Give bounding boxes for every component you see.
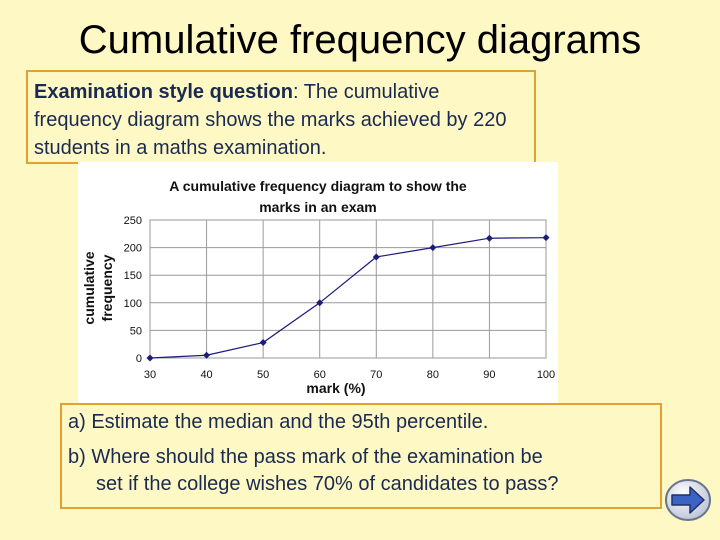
data-point [316,299,324,307]
y-axis-label-line1: cumulative [81,251,97,324]
chart-title-line2: marks in an exam [259,199,377,215]
data-point [542,234,550,242]
chart-panel: 0 50 100 150 200 250 30 40 50 60 70 80 90 100 A cumul… [78,162,558,410]
x-tick-label: 80 [427,369,439,381]
x-tick-label: 40 [200,369,212,381]
right-arrow-icon [665,479,711,521]
x-tick-label: 70 [370,369,382,381]
chart-title-line1: A cumulative frequency diagram to show t… [169,178,467,194]
question-b-line1: b) Where should the pass mark of the exa… [68,446,543,468]
y-axis-label-line2: frequency [99,254,115,321]
question-b-line2: set if the college wishes 70% of candida… [96,473,559,495]
data-point [259,339,267,347]
data-point [485,234,493,242]
y-tick-label: 200 [124,243,142,255]
y-tick-label: 0 [136,353,142,365]
x-tick-label: 30 [144,369,156,381]
data-point [146,354,154,362]
next-slide-button[interactable] [664,478,712,522]
cumulative-frequency-chart: 0 50 100 150 200 250 30 40 50 60 70 80 90 100 A cumul… [81,178,555,396]
x-tick-label: 100 [537,369,555,381]
x-tick-label: 60 [314,369,326,381]
x-tick-label: 50 [257,369,269,381]
y-tick-label: 100 [124,298,142,310]
x-tick-label: 90 [483,369,495,381]
questions-box: a) Estimate the median and the 95th perc… [60,403,662,509]
y-tick-label: 250 [124,215,142,227]
slide-title: Cumulative frequency diagrams [78,18,642,62]
series-line [149,237,547,359]
intro-rest: : The cumulative frequency diagram shows… [34,81,507,159]
question-a: a) Estimate the median and the 95th perc… [68,411,489,433]
data-point [429,244,437,252]
intro-lead: Examination style question [34,81,293,103]
intro-text-box: Examination style question: The cumulati… [26,70,536,164]
y-tick-label: 150 [124,270,142,282]
data-point [372,253,380,261]
y-tick-label: 50 [130,325,142,337]
data-point [203,351,211,359]
plot-frame [149,219,547,359]
x-axis-label: mark (%) [306,380,365,396]
